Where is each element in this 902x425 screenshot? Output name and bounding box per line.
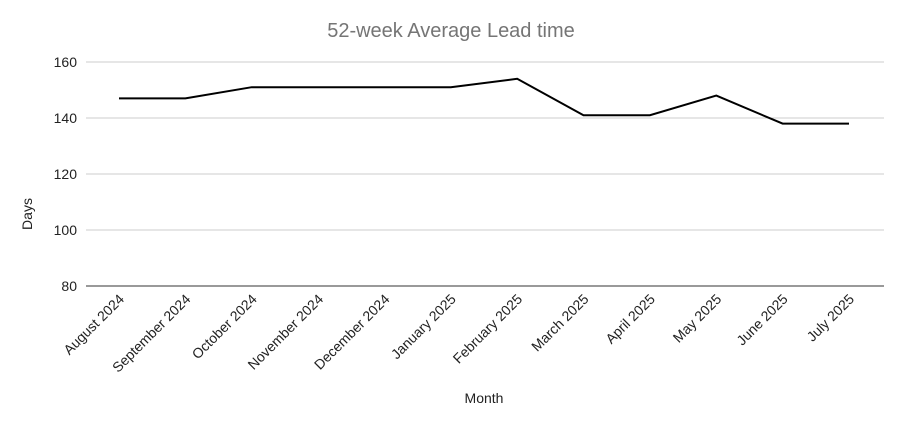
x-tick-label: August 2024 — [60, 291, 127, 358]
x-tick-label: July 2025 — [803, 291, 857, 345]
x-tick-label: January 2025 — [388, 291, 459, 362]
x-axis-title: Month — [465, 390, 504, 406]
x-tick-label: April 2025 — [602, 291, 658, 347]
y-axis-title: Days — [19, 198, 35, 230]
y-tick-label: 160 — [54, 54, 78, 70]
y-tick-label: 120 — [54, 166, 78, 182]
y-tick-label: 80 — [61, 278, 77, 294]
y-tick-label: 140 — [54, 110, 78, 126]
y-axis-ticks: 80 100 120 140 160 — [54, 54, 78, 294]
chart-title: 52-week Average Lead time — [327, 20, 575, 42]
x-tick-label: October 2024 — [189, 291, 260, 362]
gridlines — [86, 61, 884, 287]
x-tick-label: May 2025 — [670, 291, 725, 346]
y-tick-label: 100 — [54, 222, 78, 238]
x-tick-label: February 2025 — [450, 291, 526, 367]
series-line — [119, 77, 849, 125]
series-layer — [119, 77, 849, 125]
x-tick-label: March 2025 — [528, 291, 592, 355]
x-tick-label: June 2025 — [733, 291, 791, 349]
